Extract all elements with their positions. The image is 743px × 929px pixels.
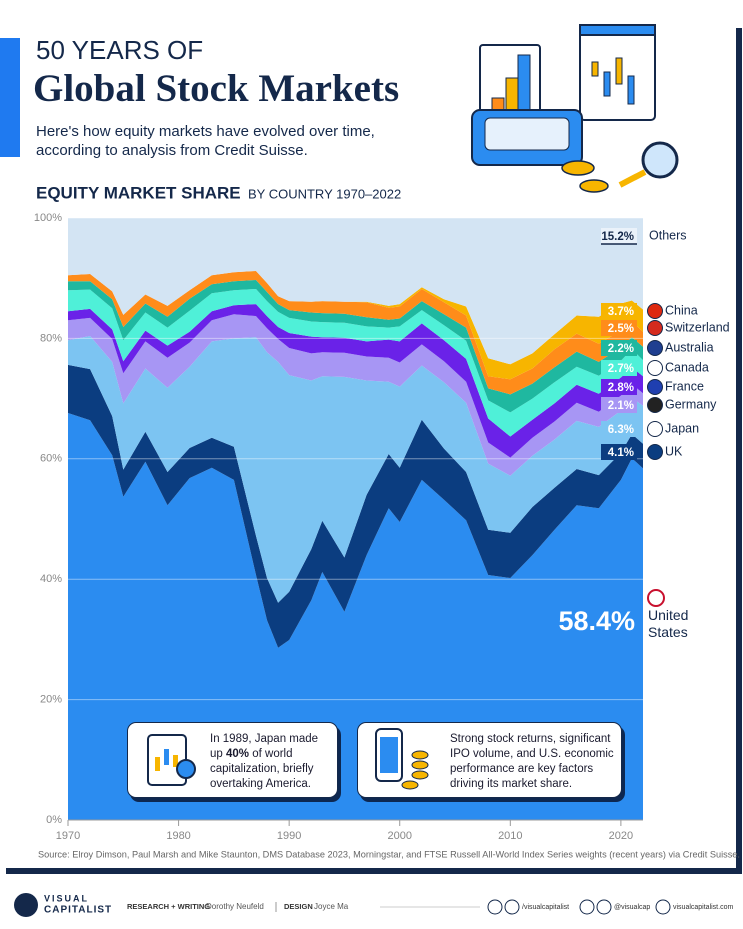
legend-name: Australia <box>665 340 714 354</box>
annotation-part: 40% <box>226 748 250 760</box>
flag <box>647 421 663 437</box>
x-instagram[interactable]: @visualcap <box>614 904 650 911</box>
legend-name: Switzerland <box>665 320 730 334</box>
end-label-box <box>601 228 637 244</box>
website[interactable]: visualcapitalist.com <box>673 904 733 911</box>
end-value-label: 6.3% <box>608 424 634 436</box>
source: Source: Elroy Dimson, Paul Marsh and Mik… <box>38 849 740 859</box>
end-value-label: 58.4% <box>558 606 635 636</box>
annotation-text: Strong stock returns, significant IPO vo… <box>450 732 615 792</box>
end-value-label: 2.7% <box>608 363 634 375</box>
y-tick-label: 40% <box>40 573 62 585</box>
icon <box>375 728 429 790</box>
annotation-box: Strong stock returns, significant IPO vo… <box>357 722 622 798</box>
heading: EQUITY MARKET SHARE <box>36 183 241 202</box>
legend-name: Germany <box>665 397 717 411</box>
facebook-youtube[interactable]: /visualcapitalist <box>522 904 569 911</box>
flag <box>647 340 663 356</box>
end-label-box <box>601 421 637 437</box>
flag <box>647 360 663 376</box>
area <box>68 336 643 603</box>
overline: 50 YEARS OF <box>36 35 203 65</box>
research-name: Dorothy Neufeld <box>206 902 264 911</box>
legend-name: Japan <box>665 421 699 435</box>
us-name: United States <box>648 607 689 640</box>
x-tick-label: 2000 <box>387 830 411 842</box>
end-label-box <box>601 360 637 376</box>
flag <box>647 379 663 395</box>
logo-bottom: CAPITALIST <box>44 905 112 916</box>
annotation-part: In 1989, Japan made up <box>210 733 319 760</box>
annotation-part: Strong stock returns, significant IPO vo… <box>450 733 614 790</box>
end-value-label: 2.2% <box>608 343 634 355</box>
icon <box>147 734 196 786</box>
illustration <box>471 24 679 193</box>
x-tick-label: 1970 <box>56 830 80 842</box>
flag <box>647 589 665 607</box>
annotation-text: In 1989, Japan made up 40% of world capi… <box>210 732 330 792</box>
annotation-box: In 1989, Japan made up 40% of world capi… <box>127 722 338 798</box>
y-tick-label: 80% <box>40 332 62 344</box>
x-tick-label: 1980 <box>166 830 190 842</box>
legend-name: UK <box>665 444 683 458</box>
legend-name: Canada <box>665 360 709 374</box>
legend-name: France <box>665 379 704 393</box>
end-label-box <box>601 379 637 395</box>
x-tick-label: 1990 <box>277 830 301 842</box>
y-tick-label: 0% <box>46 814 62 826</box>
annotation-part: of world capitalization, briefly overtak… <box>210 748 314 790</box>
research-label: RESEARCH + WRITING <box>127 902 210 911</box>
y-tick-label: 60% <box>40 453 62 465</box>
legend-name: Others <box>649 228 687 242</box>
x-tick-label: 2010 <box>498 830 522 842</box>
flag <box>647 303 663 319</box>
end-value-label: 4.1% <box>608 447 634 459</box>
end-value-label: 3.7% <box>608 306 634 318</box>
end-label-box <box>601 320 637 336</box>
design-name: Joyce Ma <box>314 902 349 911</box>
accent-bar <box>0 38 20 157</box>
design-label: DESIGN <box>284 902 313 911</box>
end-label-box <box>601 340 637 356</box>
footer: VISUAL CAPITALIST RESEARCH + WRITING Dor… <box>14 893 733 917</box>
subtitle: Here's how equity markets have evolved o… <box>36 123 375 159</box>
area <box>68 218 643 365</box>
end-label-box <box>601 303 637 319</box>
area <box>68 413 643 820</box>
logo-top: VISUAL <box>44 893 89 903</box>
legend-name: China <box>665 303 698 317</box>
flag <box>647 397 663 413</box>
plot: 0% 20% 40% 60% 80% 100% 1970 1980 1990 2000 2010 20… <box>34 212 730 842</box>
x-tick-label: 2020 <box>609 830 633 842</box>
title: Global Stock Markets <box>33 67 399 110</box>
end-value-label: 2.8% <box>608 382 634 394</box>
heading-sub: BY COUNTRY 1970–2022 <box>248 186 401 201</box>
card-shadow <box>6 868 742 874</box>
y-tick-label: 20% <box>40 694 62 706</box>
end-value-label: 2.5% <box>608 323 634 335</box>
end-value-label: 15.2% <box>601 231 634 243</box>
card-shadow <box>736 28 742 874</box>
flag <box>647 444 663 460</box>
y-tick-label: 100% <box>34 212 62 224</box>
end-label-box <box>601 397 637 413</box>
end-label-box <box>601 444 637 460</box>
flag <box>647 320 663 336</box>
end-value-label: 2.1% <box>608 400 634 412</box>
